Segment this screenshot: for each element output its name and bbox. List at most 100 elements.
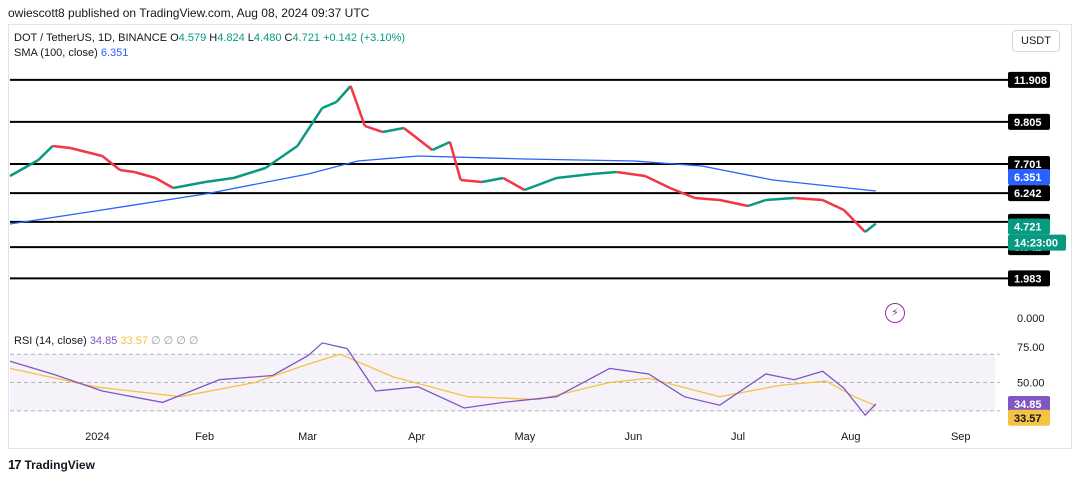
x-tick-label-jul: Jul [731,431,745,443]
x-tick-label-aug: Aug [841,431,861,443]
footer-brand[interactable]: 17 TradingView [8,457,95,472]
rsi-badge-bg [1008,395,1050,412]
high-value: 4.824 [217,32,245,44]
price-segment [864,222,877,233]
publisher-caption: owiescott8 published on TradingView.com,… [8,6,370,20]
countdown-badge-bg [1008,234,1066,251]
price-segment [204,176,234,184]
rsi-value: 34.85 [89,335,118,347]
level-label-7.701: 7.701 [1014,159,1042,171]
price-segment [669,186,696,200]
price-segment [448,141,462,181]
price-segment [264,144,299,170]
rsi-ma-line [9,353,877,407]
level-label-9.805: 9.805 [1014,117,1042,129]
level-label-7.701-bg [1008,155,1050,172]
symbol-label[interactable]: DOT / TetherUS, 1D, BINANCE [14,32,168,44]
price-segment [719,198,749,208]
y-tick-label-zero: 0.000 [1017,313,1045,325]
price-segment [524,176,557,192]
price-segment [349,85,367,127]
last-price-badge-bg [1008,218,1050,235]
price-segment [431,140,451,152]
low-label: L [247,32,254,44]
rsi-line [9,342,877,417]
low-value: 4.480 [253,32,282,44]
price-segment [822,198,845,212]
price-segment [694,196,720,202]
price-segment [70,146,103,158]
price-segment [172,180,206,190]
price-segment [591,170,617,176]
rsi-tick-label-75.00: 75.00 [1017,342,1045,354]
price-segment [794,196,823,202]
x-tick-label-sep: Sep [951,431,971,443]
chart-frame [8,24,1072,449]
price-segment [119,168,135,174]
rsi-ma-badge-bg [1008,409,1050,426]
price-segment [154,176,174,190]
price-segment [335,85,352,103]
last-price-badge: 4.721 [1014,222,1042,234]
sma-line [9,155,876,225]
rsi-ma-value: 33.57 [120,335,148,347]
change-value: +0.142 (+3.10%) [323,32,406,44]
price-segment [321,100,337,110]
rsi-label[interactable]: RSI (14, close) [14,335,87,347]
price-legend: DOT / TetherUS, 1D, BINANCE O4.579 H4.82… [14,32,405,44]
level-label-6.242-bg [1008,185,1050,202]
open-label: O [170,32,179,44]
price-segment [460,178,483,184]
tradingview-logo-icon: 17 [8,457,22,472]
sma-badge: 6.351 [1014,172,1042,184]
open-value: 4.579 [178,32,207,44]
price-segment [382,126,405,134]
price-segment [52,144,71,150]
price-segment [556,172,593,180]
high-label: H [209,32,218,44]
level-label-1.983: 1.983 [1014,273,1042,285]
price-segment [765,196,795,202]
countdown-badge: 14:23:00 [1014,238,1058,250]
x-tick-label-may: May [515,431,536,443]
x-tick-label-apr: Apr [408,431,425,443]
price-segment [233,166,266,180]
price-segment [502,176,526,192]
rsi-legend: RSI (14, close) 34.85 33.57 ∅ ∅ ∅ ∅ [14,334,199,347]
price-segment [403,127,434,151]
price-segment [133,170,156,180]
sma-value: 6.351 [100,47,129,59]
sma-label[interactable]: SMA (100, close) [14,47,98,59]
x-tick-label-feb: Feb [195,431,214,443]
level-label-6.242: 6.242 [1014,188,1042,200]
level-label-1.983-bg [1008,270,1050,287]
lightning-icon[interactable]: ⚡ [885,303,905,323]
level-label-11.908: 11.908 [1014,75,1047,87]
price-segment [842,209,867,233]
rsi-empty-values: ∅ ∅ ∅ ∅ [151,335,199,347]
price-segment [9,158,40,178]
x-tick-label-mar: Mar [298,431,317,443]
sma-badge-bg [1008,168,1050,185]
price-segment [364,124,383,134]
price-segment [616,170,646,178]
close-label: C [284,32,293,44]
brand-name: TradingView [24,457,95,472]
x-tick-label-jun: Jun [625,431,643,443]
price-segment [644,174,671,190]
price-segment [481,176,504,184]
level-label-9.805-bg [1008,113,1050,130]
currency-button[interactable]: USDT [1012,30,1060,52]
price-segment [747,198,767,208]
rsi-ma-badge: 33.57 [1014,413,1042,425]
price-segment [101,155,121,171]
price-segment [296,107,324,147]
level-label-11.908-bg [1008,71,1050,88]
price-segment [37,145,54,161]
rsi-badge: 34.85 [1014,399,1042,411]
close-value: 4.721 [292,32,320,44]
rsi-tick-label-50.00: 50.00 [1017,378,1045,390]
sma-legend: SMA (100, close) 6.351 [14,47,128,59]
x-tick-label-2024: 2024 [85,431,109,443]
